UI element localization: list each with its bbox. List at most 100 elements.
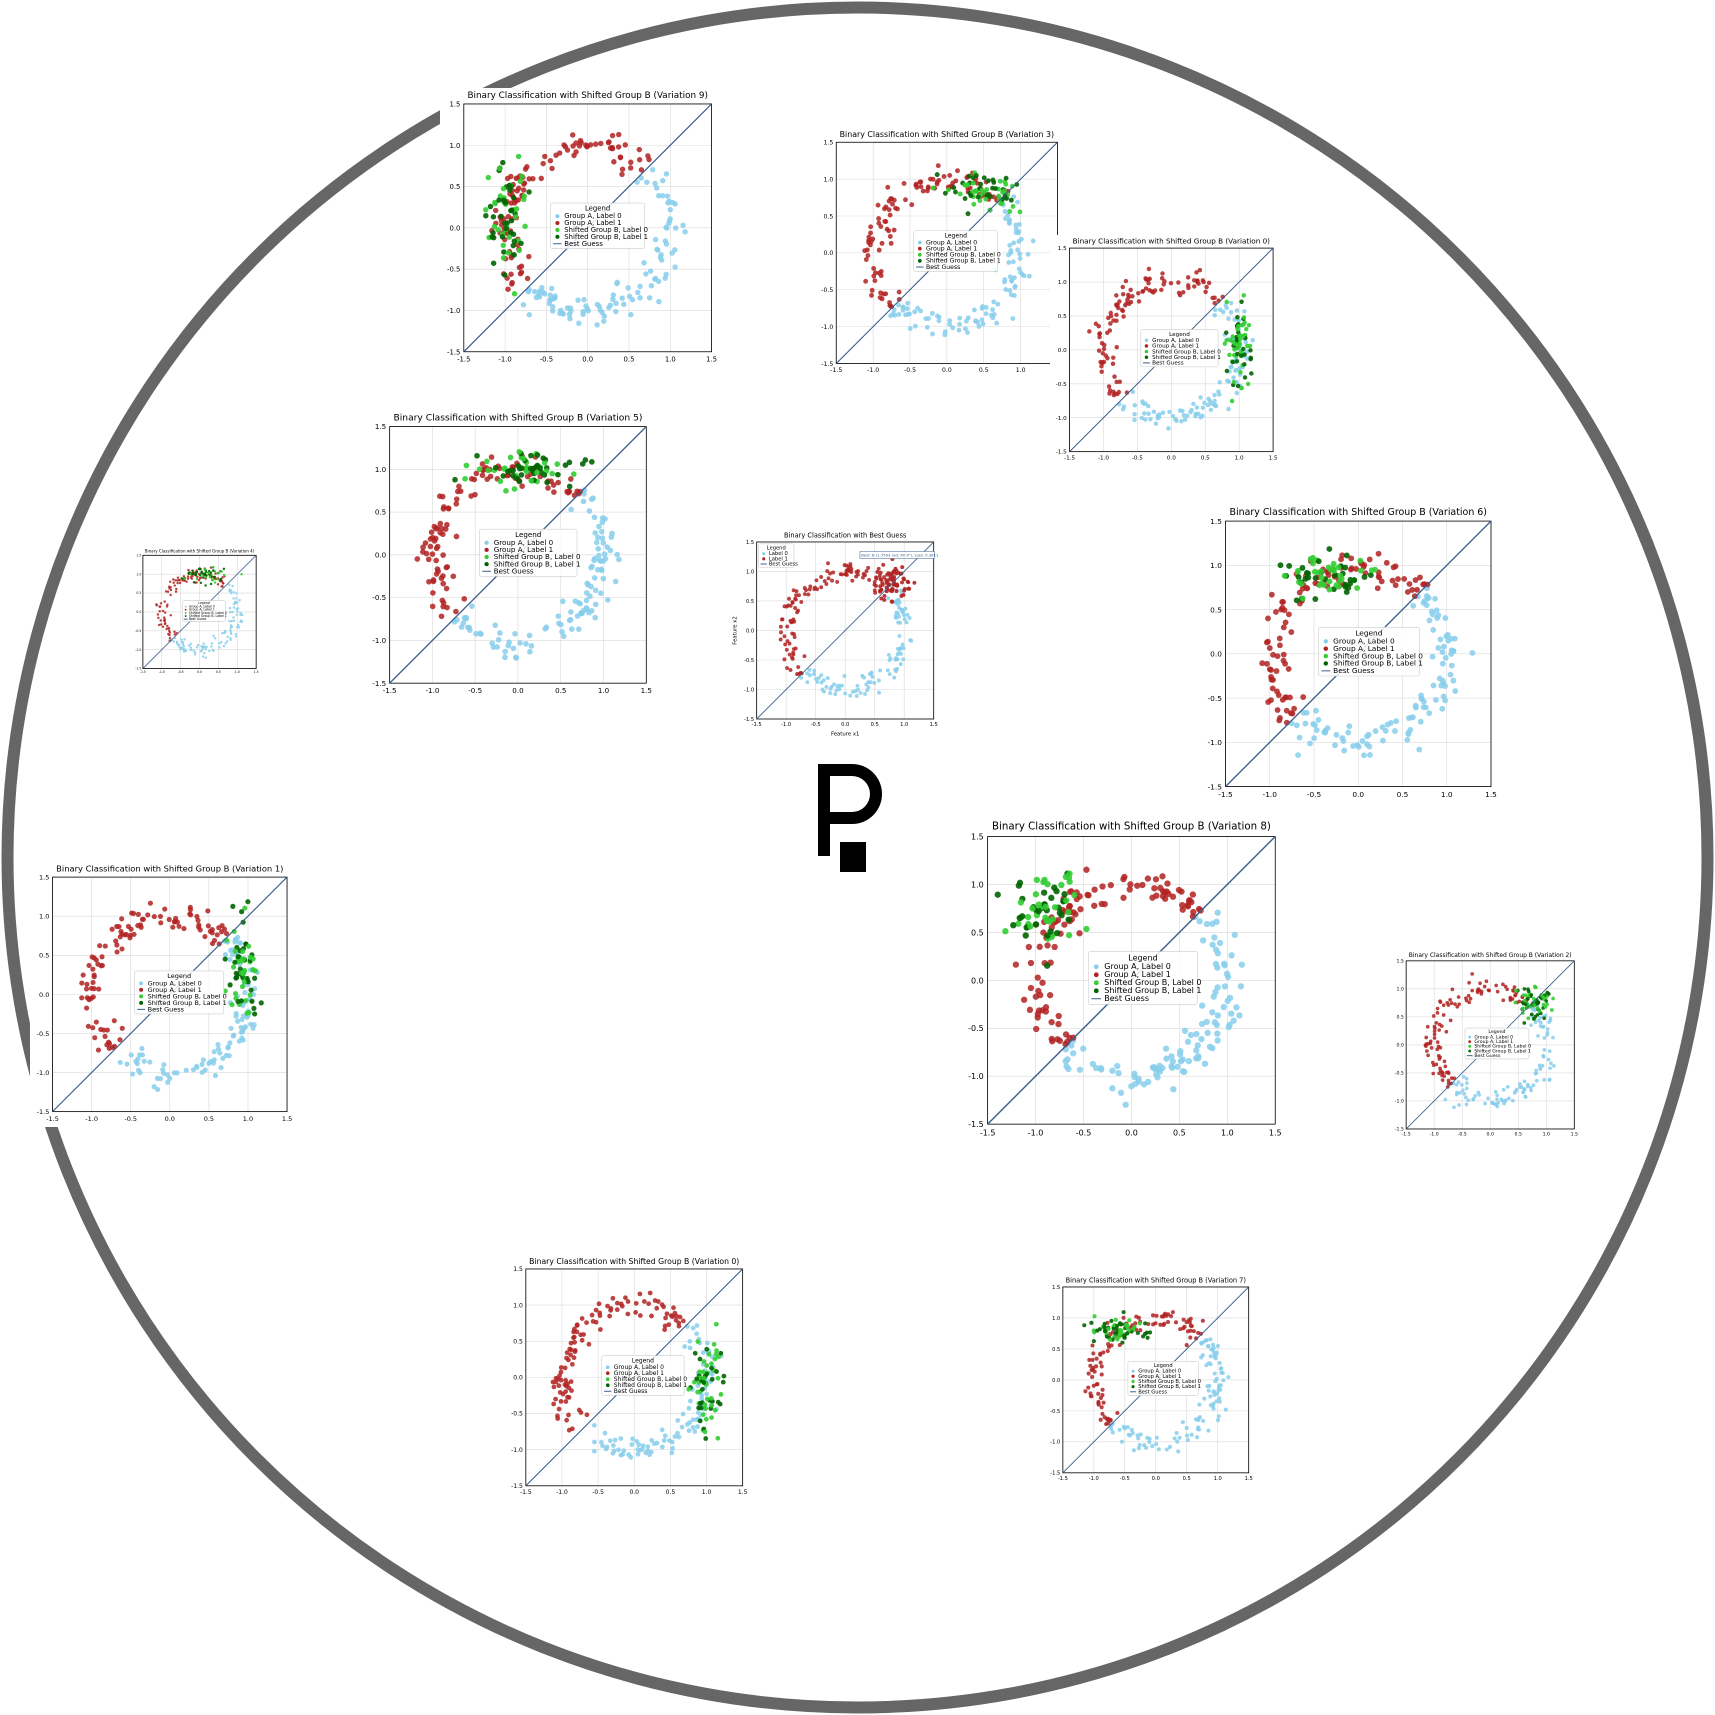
x-tick-label: -1.5 <box>520 1489 532 1496</box>
x-tick-label: 0.5 <box>1183 1476 1191 1482</box>
legend-entry: Group A, Label 1 <box>494 545 553 554</box>
point-group-a-label-0 <box>1180 1420 1185 1425</box>
chart-title: Binary Classification with Shifted Group… <box>393 413 642 423</box>
point-group-a-label-1 <box>1389 577 1396 584</box>
point-group-a-label-1 <box>934 181 940 187</box>
point-group-a-label-0 <box>896 311 902 317</box>
point-shifted-group-b-label-0 <box>1337 572 1344 579</box>
point-shifted-group-b-label-1 <box>1147 1330 1153 1335</box>
point-group-a-label-0 <box>616 556 622 563</box>
point-group-a-label-0 <box>230 619 233 623</box>
point-group-a-label-0 <box>1214 1350 1219 1355</box>
point-shifted-group-b-label-0 <box>1118 1327 1123 1332</box>
point-group-a-label-0 <box>222 644 226 648</box>
point-group-a-label-0 <box>1202 1396 1207 1401</box>
point-group-a-label-1 <box>432 535 439 542</box>
point-group-a-label-1 <box>1444 1029 1449 1034</box>
point-group-a-label-0 <box>592 614 599 621</box>
point-group-a-label-0 <box>1169 1064 1176 1071</box>
point-shifted-group-b-label-1 <box>238 998 244 1004</box>
point-shifted-group-b-label-0 <box>1244 326 1249 332</box>
point-group-a-label-0 <box>130 1071 136 1077</box>
point-shifted-group-b-label-0 <box>549 470 556 477</box>
y-tick-label: -1.5 <box>511 1483 523 1490</box>
point-shifted-group-b-label-1 <box>1343 589 1350 595</box>
point-shifted-group-b-label-1 <box>1293 597 1300 604</box>
point-group-a-label-0 <box>1025 251 1031 257</box>
point-shifted-group-b-label-1 <box>566 483 573 490</box>
point-group-a-label-1 <box>636 157 643 163</box>
point-group-a-label-0 <box>1196 1416 1201 1421</box>
point-group-a-label-1 <box>568 1379 574 1384</box>
point-shifted-group-b-label-1 <box>889 577 894 581</box>
point-shifted-group-b-label-1 <box>1143 1321 1148 1326</box>
point-group-a-label-1 <box>1212 295 1217 300</box>
x-tick-label: -1.5 <box>140 670 146 674</box>
point-shifted-group-b-label-0 <box>984 187 990 193</box>
point-group-a-label-1 <box>1440 1073 1444 1078</box>
point-group-a-label-1 <box>1289 710 1296 717</box>
point-shifted-group-b-label-1 <box>544 479 550 486</box>
x-tick-label: -1.0 <box>85 1115 98 1123</box>
point-shifted-group-b-label-1 <box>978 181 984 187</box>
x-tick-label: 0.5 <box>979 367 989 374</box>
legend-entry: Best Guess <box>926 264 960 271</box>
point-shifted-group-b-label-0 <box>1010 204 1016 209</box>
point-group-a-label-0 <box>1228 300 1234 306</box>
point-group-a-label-0 <box>905 300 911 306</box>
point-group-a-label-1 <box>1098 1352 1103 1357</box>
point-group-a-label-0 <box>1076 1066 1084 1073</box>
point-shifted-group-b-label-0 <box>485 467 491 474</box>
point-group-a-label-1 <box>1088 1394 1093 1399</box>
point-group-a-label-1 <box>891 227 897 233</box>
point-shifted-group-b-label-1 <box>1022 932 1029 939</box>
point-group-a-label-0 <box>1189 1432 1194 1437</box>
point-group-a-label-0 <box>647 268 654 274</box>
point-group-a-label-0 <box>903 312 909 318</box>
legend-entry: Best Guess <box>148 1005 185 1013</box>
legend-marker <box>1131 1374 1135 1378</box>
point-group-a-label-1 <box>1126 886 1133 893</box>
y-tick-label: 0.5 <box>1210 605 1222 614</box>
point-group-a-label-1 <box>1161 889 1169 896</box>
point-group-a-label-0 <box>656 298 662 305</box>
point-group-a-label-1 <box>1136 291 1141 296</box>
x-tick-label: 0.5 <box>1173 1128 1186 1137</box>
point-group-a-label-0 <box>824 684 829 689</box>
chart-title: Binary Classification with Shifted Group… <box>56 864 283 874</box>
point-group-a-label-1 <box>551 1401 557 1407</box>
point-group-a-label-0 <box>1162 1045 1170 1052</box>
point-group-a-label-1 <box>793 606 798 610</box>
point-group-a-label-0 <box>1296 734 1303 741</box>
point-group-a-label-0 <box>672 264 678 270</box>
y-tick-label: 1.0 <box>450 142 461 150</box>
point-group-a-label-1 <box>1027 959 1035 967</box>
point-group-a-label-0 <box>182 647 186 650</box>
point-group-a-label-1 <box>647 1290 653 1296</box>
point-group-a-label-0 <box>870 674 875 679</box>
point-group-a-label-1 <box>414 556 421 562</box>
point-group-a-label-0 <box>1533 1071 1538 1076</box>
point-group-a-label-0 <box>594 322 600 328</box>
point-group-a-label-0 <box>523 641 529 647</box>
point-group-a-label-1 <box>589 1312 595 1318</box>
point-group-a-label-0 <box>1459 1083 1464 1087</box>
point-group-a-label-0 <box>1220 960 1228 968</box>
legend-marker <box>1093 964 1099 970</box>
point-group-a-label-1 <box>1264 660 1270 667</box>
point-group-a-label-1 <box>205 908 211 914</box>
point-shifted-group-b-label-0 <box>1522 998 1527 1003</box>
point-shifted-group-b-label-0 <box>712 1407 718 1413</box>
point-group-a-label-1 <box>538 175 545 182</box>
point-group-a-label-0 <box>543 624 550 631</box>
point-shifted-group-b-label-1 <box>188 571 191 574</box>
point-group-a-label-0 <box>1122 1101 1129 1108</box>
point-group-a-label-1 <box>872 580 877 584</box>
point-group-a-label-1 <box>1087 329 1092 334</box>
point-group-a-label-1 <box>869 292 874 298</box>
legend-marker <box>555 227 560 233</box>
point-group-a-label-1 <box>615 144 622 150</box>
point-group-a-label-1 <box>802 586 807 590</box>
point-group-a-label-1 <box>176 579 179 582</box>
point-group-a-label-1 <box>571 1329 576 1335</box>
